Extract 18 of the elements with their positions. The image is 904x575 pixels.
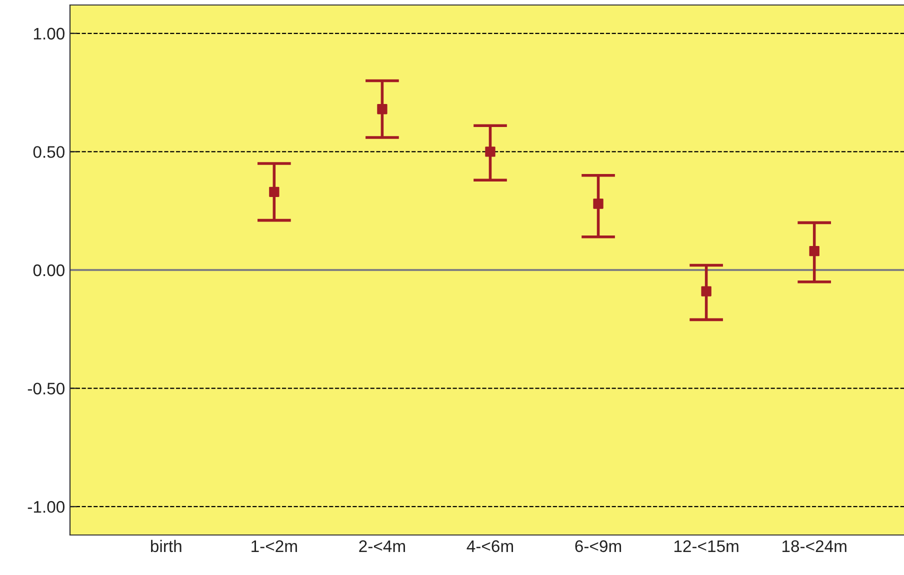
y-tick-label: 0.50 bbox=[33, 146, 64, 158]
x-tick-label: 12-<15m bbox=[674, 540, 738, 552]
point bbox=[377, 104, 388, 114]
y-tick-label: 0.00 bbox=[33, 264, 64, 276]
point bbox=[593, 198, 604, 209]
x-tick-label: 1-<2m bbox=[252, 540, 297, 552]
y-tick-label: 1.00 bbox=[34, 28, 64, 40]
point bbox=[269, 186, 280, 198]
x-tick-label: 2-<4m bbox=[359, 540, 405, 552]
point bbox=[485, 146, 496, 157]
x-tick-label: 18-<24m bbox=[782, 540, 846, 552]
point bbox=[701, 286, 712, 296]
y-tick-label: -0.50 bbox=[28, 382, 64, 395]
point bbox=[809, 246, 820, 256]
y-tick-label: -1.00 bbox=[28, 501, 64, 513]
x-tick-label: 4-<6m bbox=[466, 540, 513, 552]
x-tick-label: 6-<9m bbox=[575, 540, 622, 552]
x-tick-label: birth bbox=[151, 540, 182, 552]
